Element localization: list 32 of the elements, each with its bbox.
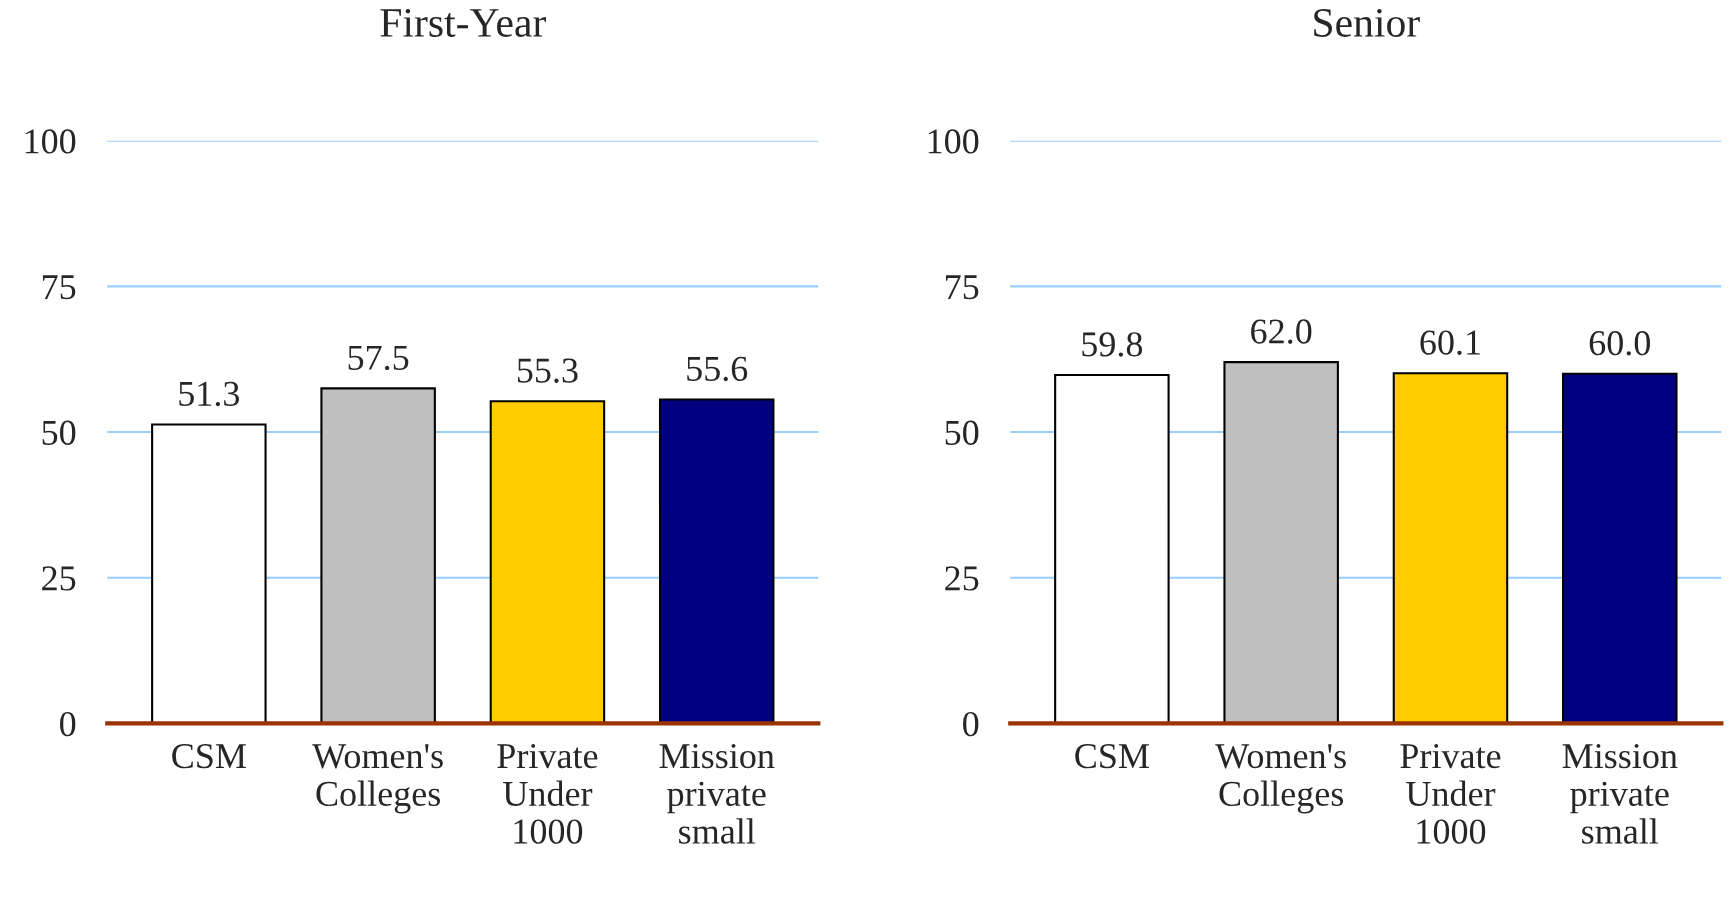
data-label: 55.6 xyxy=(687,356,748,382)
data-label: 51.3 xyxy=(179,381,240,407)
data-label: 57.5 xyxy=(348,345,409,371)
x-tick-label: Women's Colleges xyxy=(1215,744,1346,814)
data-label: 62.0 xyxy=(1251,319,1312,344)
bar xyxy=(489,400,606,724)
x-tick-label: CSM xyxy=(1075,743,1149,769)
y-tick-label: 25 xyxy=(945,566,979,591)
y-tick-label: 75 xyxy=(42,275,76,300)
bar xyxy=(151,423,267,724)
chart-title: Senior xyxy=(1314,8,1420,37)
data-label: 55.3 xyxy=(517,358,578,383)
y-tick-label: 50 xyxy=(945,420,979,445)
y-tick-label: 0 xyxy=(60,711,76,737)
data-label: 60.0 xyxy=(1589,330,1650,356)
data-label: 59.8 xyxy=(1082,332,1143,357)
y-tick-label: 25 xyxy=(42,566,76,591)
x-tick-label: Women's Colleges xyxy=(312,744,443,814)
bar xyxy=(658,398,775,724)
x-tick-label: Mission private small xyxy=(1562,743,1678,844)
y-tick-label: 100 xyxy=(25,129,76,154)
chart-title: First-Year xyxy=(380,8,546,37)
y-tick-label: 50 xyxy=(42,420,76,445)
x-tick-label: Mission private small xyxy=(659,743,775,844)
x-tick-label: Private Under 1000 xyxy=(1400,743,1501,844)
y-tick-label: 100 xyxy=(928,129,979,154)
bar xyxy=(320,387,436,724)
y-tick-label: 0 xyxy=(963,711,979,737)
x-tick-label: CSM xyxy=(172,743,246,769)
y-tick-label: 75 xyxy=(946,275,979,300)
data-label: 60.1 xyxy=(1420,330,1480,355)
x-tick-label: Private Under 1000 xyxy=(497,743,598,844)
